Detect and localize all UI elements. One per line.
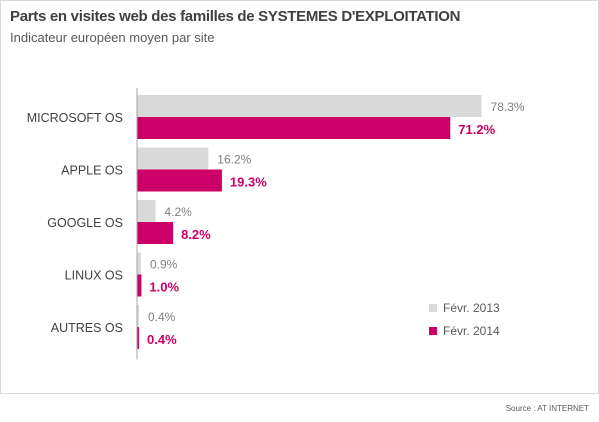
chart-title: Parts en visites web des familles de SYS… bbox=[10, 8, 461, 25]
data-label-2013: 4.2% bbox=[164, 205, 192, 219]
data-label-2014: 0.4% bbox=[147, 332, 177, 347]
source-note: Source : AT INTERNET bbox=[505, 404, 589, 413]
data-label-2014: 19.3% bbox=[230, 175, 267, 190]
data-label-2013: 0.9% bbox=[150, 258, 178, 272]
legend-entry: Févr. 2013 bbox=[443, 301, 500, 315]
category-label: AUTRES OS bbox=[51, 321, 123, 335]
bar-2013 bbox=[137, 200, 156, 222]
chart-frame bbox=[0, 0, 599, 394]
legend-swatch bbox=[429, 327, 437, 335]
legend-swatch bbox=[429, 304, 437, 312]
bar-chart: MICROSOFT OS 78.3% 71.2% APPLE OS 16.2% 19.3%… bbox=[27, 88, 525, 360]
bar-2014 bbox=[137, 327, 139, 349]
category-label: LINUX OS bbox=[65, 269, 123, 283]
bar-2013 bbox=[137, 252, 141, 275]
bar-2013 bbox=[137, 95, 482, 117]
chart-subtitle: Indicateur européen moyen par site bbox=[10, 30, 215, 45]
legend-entry: Févr. 2014 bbox=[443, 324, 500, 338]
category-label: GOOGLE OS bbox=[47, 216, 123, 230]
data-label-2013: 0.4% bbox=[148, 310, 176, 324]
category-label: APPLE OS bbox=[61, 164, 123, 178]
bar-2013 bbox=[137, 305, 139, 327]
data-label-2013: 16.2% bbox=[217, 153, 251, 167]
bar-2014 bbox=[137, 222, 174, 244]
data-label-2013: 78.3% bbox=[491, 100, 525, 114]
bar-2014 bbox=[137, 169, 222, 192]
data-label-2014: 1.0% bbox=[149, 280, 179, 295]
bar-2013 bbox=[137, 147, 209, 170]
data-label-2014: 71.2% bbox=[458, 122, 495, 137]
category-label: MICROSOFT OS bbox=[27, 111, 123, 125]
bar-2014 bbox=[137, 274, 142, 297]
data-label-2014: 8.2% bbox=[181, 227, 211, 242]
bar-2014 bbox=[137, 117, 451, 139]
